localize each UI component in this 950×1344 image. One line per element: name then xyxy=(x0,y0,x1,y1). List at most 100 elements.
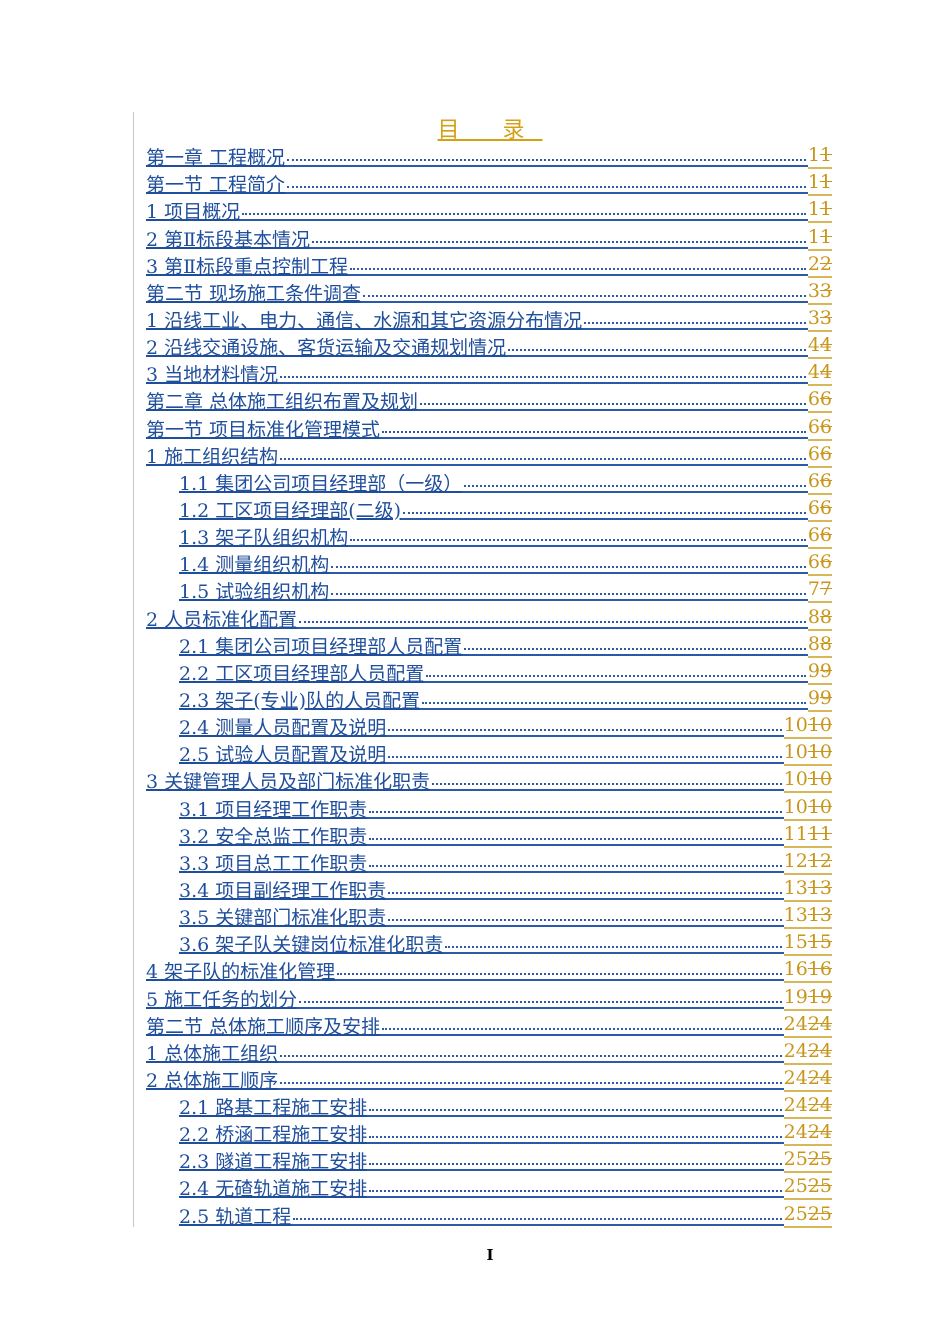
toc-entry-title[interactable]: 第一章 工程概况 xyxy=(146,147,286,170)
toc-entry-title[interactable]: 3 当地材料情况 xyxy=(146,364,279,387)
toc-entry-title[interactable]: 3 关键管理人员及部门标准化职责 xyxy=(146,771,431,794)
toc-page-number[interactable]: 66 xyxy=(807,443,832,468)
toc-page-number[interactable]: 2525 xyxy=(783,1175,832,1201)
toc-entry[interactable]: 2.5 轨道工程 2525 xyxy=(146,1201,832,1228)
toc-page-number[interactable]: 2424 xyxy=(783,1013,832,1038)
toc-page-number[interactable]: 11 xyxy=(807,144,832,170)
toc-entry[interactable]: 2.1 集团公司项目经理部人员配置 88 xyxy=(146,632,832,659)
toc-entry-title[interactable]: 2.3 隧道工程施工安排 xyxy=(179,1151,368,1174)
toc-page-number[interactable]: 2424 xyxy=(783,1121,832,1147)
toc-entry[interactable]: 1.3 架子队组织机构 66 xyxy=(146,523,832,550)
toc-entry-title[interactable]: 第一节 工程简介 xyxy=(146,174,286,197)
toc-page-number[interactable]: 33 xyxy=(807,307,832,332)
toc-entry-title[interactable]: 2.1 集团公司项目经理部人员配置 xyxy=(179,635,463,658)
toc-entry[interactable]: 2.3 隧道工程施工安排 2525 xyxy=(146,1147,832,1174)
toc-page-number[interactable]: 33 xyxy=(807,280,832,305)
toc-page-number[interactable]: 1010 xyxy=(783,796,832,821)
toc-page-number[interactable]: 1919 xyxy=(783,986,832,1011)
toc-entry[interactable]: 2.4 无碴轨道施工安排 2525 xyxy=(146,1174,832,1201)
toc-entry-title[interactable]: 5 施工任务的划分 xyxy=(146,988,298,1011)
toc-entry-title[interactable]: 第二章 总体施工组织布置及规划 xyxy=(146,391,419,414)
toc-page-number[interactable]: 2424 xyxy=(783,1094,832,1120)
toc-page-number[interactable]: 99 xyxy=(807,687,832,712)
toc-entry[interactable]: 3 关键管理人员及部门标准化职责 1010 xyxy=(146,767,832,794)
toc-page-number[interactable]: 44 xyxy=(807,334,832,360)
toc-entry[interactable]: 3.3 项目总工工作职责 1212 xyxy=(146,849,832,876)
toc-entry[interactable]: 第二节 现场施工条件调查 33 xyxy=(146,279,832,306)
toc-entry[interactable]: 2.2 桥涵工程施工安排 2424 xyxy=(146,1120,832,1147)
toc-entry[interactable]: 5 施工任务的划分 1919 xyxy=(146,984,832,1011)
toc-entry[interactable]: 3 第Ⅱ标段重点控制工程 22 xyxy=(146,252,832,279)
toc-entry[interactable]: 2 第Ⅱ标段基本情况 11 xyxy=(146,224,832,251)
toc-entry[interactable]: 1 施工组织结构 66 xyxy=(146,442,832,469)
toc-page-number[interactable]: 1111 xyxy=(783,823,832,848)
toc-entry-title[interactable]: 3.5 关键部门标准化职责 xyxy=(179,907,387,930)
toc-entry[interactable]: 第一节 项目标准化管理模式 66 xyxy=(146,414,832,441)
toc-entry-title[interactable]: 第二节 总体施工顺序及安排 xyxy=(146,1015,381,1038)
toc-entry-title[interactable]: 3.4 项目副经理工作职责 xyxy=(179,879,387,902)
toc-entry[interactable]: 3.4 项目副经理工作职责 1313 xyxy=(146,876,832,903)
toc-page-number[interactable]: 2424 xyxy=(783,1067,832,1092)
toc-entry-title[interactable]: 3.3 项目总工工作职责 xyxy=(179,852,368,875)
toc-entry[interactable]: 2.3 架子(专业)队的人员配置 99 xyxy=(146,686,832,713)
toc-entry-title[interactable]: 1 沿线工业、电力、通信、水源和其它资源分布情况 xyxy=(146,309,583,332)
toc-entry[interactable]: 3.2 安全总监工作职责 1111 xyxy=(146,822,832,849)
toc-entry[interactable]: 第一章 工程概况 11 xyxy=(146,143,832,170)
toc-entry[interactable]: 2.2 工区项目经理部人员配置 99 xyxy=(146,659,832,686)
toc-page-number[interactable]: 66 xyxy=(807,416,832,441)
toc-page-number[interactable]: 66 xyxy=(807,470,832,495)
toc-entry[interactable]: 3.6 架子队关键岗位标准化职责 1515 xyxy=(146,930,832,957)
toc-page-number[interactable]: 1616 xyxy=(783,958,832,984)
toc-page-number[interactable]: 2525 xyxy=(783,1203,832,1228)
toc-entry[interactable]: 1.1 集团公司项目经理部（一级） 66 xyxy=(146,469,832,496)
toc-entry-title[interactable]: 3.2 安全总监工作职责 xyxy=(179,825,368,848)
toc-entry-title[interactable]: 第一节 项目标准化管理模式 xyxy=(146,418,381,441)
toc-entry-title[interactable]: 2 第Ⅱ标段基本情况 xyxy=(146,228,311,251)
toc-page-number[interactable]: 66 xyxy=(807,524,832,550)
toc-entry[interactable]: 3.5 关键部门标准化职责 1313 xyxy=(146,903,832,930)
toc-page-number[interactable]: 2525 xyxy=(783,1148,832,1174)
toc-entry-title[interactable]: 3 第Ⅱ标段重点控制工程 xyxy=(146,255,349,278)
toc-entry-title[interactable]: 1.5 试验组织机构 xyxy=(179,581,330,604)
toc-page-number[interactable]: 77 xyxy=(807,578,832,604)
toc-page-number[interactable]: 66 xyxy=(807,388,832,414)
toc-entry-title[interactable]: 2.4 测量人员配置及说明 xyxy=(179,717,387,740)
toc-entry-title[interactable]: 2.5 轨道工程 xyxy=(179,1205,292,1228)
toc-page-number[interactable]: 1010 xyxy=(783,768,832,794)
toc-entry-title[interactable]: 1 项目概况 xyxy=(146,201,241,224)
toc-entry-title[interactable]: 2 总体施工顺序 xyxy=(146,1069,279,1092)
toc-page-number[interactable]: 44 xyxy=(807,361,832,387)
toc-entry[interactable]: 1 沿线工业、电力、通信、水源和其它资源分布情况 33 xyxy=(146,306,832,333)
toc-entry-title[interactable]: 2.4 无碴轨道施工安排 xyxy=(179,1178,368,1201)
toc-entry[interactable]: 2.5 试验人员配置及说明 1010 xyxy=(146,740,832,767)
toc-entry[interactable]: 1 项目概况 11 xyxy=(146,197,832,224)
toc-entry-title[interactable]: 1.2 工区项目经理部(二级) xyxy=(179,499,402,522)
toc-page-number[interactable]: 11 xyxy=(807,198,832,224)
toc-page-number[interactable]: 66 xyxy=(807,551,832,577)
toc-entry[interactable]: 第二节 总体施工顺序及安排 2424 xyxy=(146,1012,832,1039)
toc-entry-title[interactable]: 2.2 桥涵工程施工安排 xyxy=(179,1124,368,1147)
toc-entry[interactable]: 1.2 工区项目经理部(二级) 66 xyxy=(146,496,832,523)
toc-entry[interactable]: 2 总体施工顺序 2424 xyxy=(146,1066,832,1093)
toc-entry[interactable]: 4 架子队的标准化管理 1616 xyxy=(146,957,832,984)
toc-entry-title[interactable]: 1.1 集团公司项目经理部（一级） xyxy=(179,472,463,495)
toc-entry[interactable]: 第二章 总体施工组织布置及规划 66 xyxy=(146,387,832,414)
toc-entry-title[interactable]: 4 架子队的标准化管理 xyxy=(146,961,336,984)
toc-entry[interactable]: 3 当地材料情况 44 xyxy=(146,360,832,387)
toc-entry-title[interactable]: 2.2 工区项目经理部人员配置 xyxy=(179,662,425,685)
toc-page-number[interactable]: 1313 xyxy=(783,904,832,930)
toc-entry[interactable]: 2.1 路基工程施工安排 2424 xyxy=(146,1093,832,1120)
toc-page-number[interactable]: 1010 xyxy=(783,714,832,740)
toc-page-number[interactable]: 1515 xyxy=(783,931,832,957)
toc-page-number[interactable]: 1313 xyxy=(783,877,832,902)
toc-entry-title[interactable]: 3.6 架子队关键岗位标准化职责 xyxy=(179,934,444,957)
toc-page-number[interactable]: 88 xyxy=(807,606,832,631)
toc-entry[interactable]: 2 人员标准化配置 88 xyxy=(146,604,832,631)
toc-entry[interactable]: 1.5 试验组织机构 77 xyxy=(146,577,832,604)
toc-entry-title[interactable]: 1.4 测量组织机构 xyxy=(179,554,330,577)
toc-entry-title[interactable]: 第二节 现场施工条件调查 xyxy=(146,282,362,305)
toc-entry[interactable]: 2.4 测量人员配置及说明 1010 xyxy=(146,713,832,740)
toc-page-number[interactable]: 1010 xyxy=(783,741,832,767)
toc-entry-title[interactable]: 1.3 架子队组织机构 xyxy=(179,527,349,550)
toc-page-number[interactable]: 11 xyxy=(807,171,832,197)
